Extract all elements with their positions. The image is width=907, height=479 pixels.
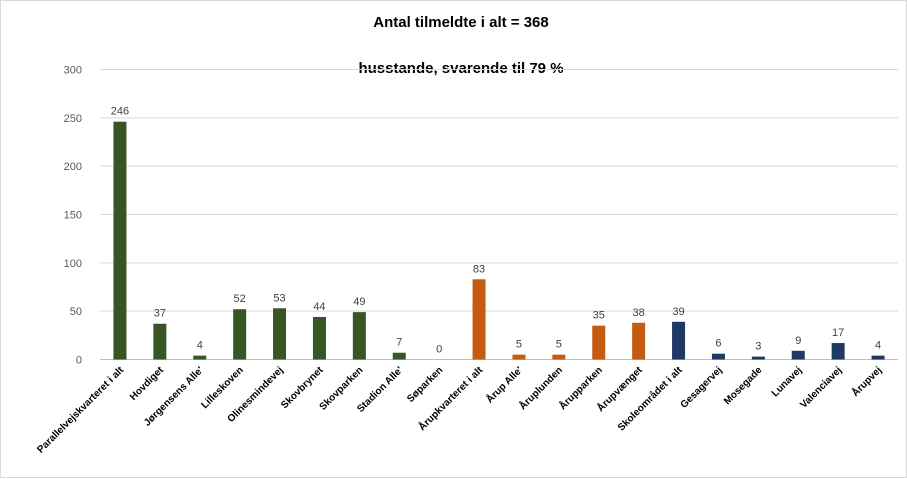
x-tick-label: Lunavej bbox=[770, 365, 805, 400]
bar bbox=[552, 354, 566, 360]
bar bbox=[672, 321, 686, 360]
x-tick-label: Årup Alle' bbox=[483, 363, 525, 405]
bar bbox=[871, 355, 885, 360]
y-tick-label: 150 bbox=[64, 210, 82, 222]
data-label: 246 bbox=[111, 106, 129, 118]
data-label: 44 bbox=[313, 301, 325, 313]
bar bbox=[273, 308, 287, 360]
bar bbox=[312, 316, 326, 360]
data-label: 39 bbox=[672, 306, 684, 318]
data-label: 3 bbox=[755, 341, 761, 353]
bar bbox=[392, 352, 406, 360]
bar bbox=[711, 353, 725, 360]
bar bbox=[632, 322, 646, 360]
bar bbox=[472, 279, 486, 360]
x-tick-label: Årupvej bbox=[849, 363, 885, 399]
x-tick-label: Årupkvarteret i alt bbox=[415, 363, 485, 433]
y-tick-label: 300 bbox=[64, 65, 82, 77]
data-label: 37 bbox=[154, 308, 166, 320]
y-tick-label: 50 bbox=[70, 306, 82, 318]
bar bbox=[352, 312, 366, 360]
y-tick-label: 0 bbox=[76, 355, 82, 367]
bar bbox=[193, 355, 207, 360]
y-axis-ticks: 0 50 100 150 200 250 300 bbox=[64, 65, 82, 367]
x-tick-label: Hovdiget bbox=[128, 364, 167, 403]
y-tick-label: 200 bbox=[64, 161, 82, 173]
bar bbox=[831, 343, 845, 360]
bar bbox=[791, 350, 805, 360]
data-label: 4 bbox=[197, 340, 203, 352]
data-label: 9 bbox=[795, 335, 801, 347]
chart-title: Antal tilmeldte i alt = 368 bbox=[373, 14, 548, 31]
gridlines bbox=[100, 69, 898, 360]
data-label: 35 bbox=[593, 310, 605, 322]
data-label: 38 bbox=[633, 307, 645, 319]
bar bbox=[153, 323, 167, 360]
y-tick-label: 100 bbox=[64, 258, 82, 270]
x-tick-label: Gesagervej bbox=[679, 365, 725, 411]
chart-subtitle: husstande, svarende til 79 % bbox=[358, 60, 563, 77]
data-label: 52 bbox=[234, 293, 246, 305]
bars bbox=[113, 121, 885, 360]
x-tick-label: Søparken bbox=[405, 365, 445, 405]
bar bbox=[233, 309, 247, 360]
data-label: 0 bbox=[436, 344, 442, 356]
bar bbox=[751, 356, 765, 360]
data-label: 6 bbox=[715, 338, 721, 350]
data-label: 53 bbox=[273, 292, 285, 304]
bar bbox=[592, 325, 606, 360]
data-label: 4 bbox=[875, 340, 881, 352]
data-label: 49 bbox=[353, 296, 365, 308]
bar bbox=[113, 121, 127, 360]
x-tick-label: Parallelvejskvarteret i alt bbox=[35, 364, 126, 455]
data-label: 5 bbox=[556, 339, 562, 351]
bar bbox=[512, 354, 526, 360]
x-tick-label: Mosegade bbox=[722, 365, 765, 408]
data-label: 17 bbox=[832, 327, 844, 339]
data-label: 7 bbox=[396, 337, 402, 349]
x-tick-label: Skoleområdet i alt bbox=[615, 364, 685, 434]
x-axis-labels: Parallelvejskvarteret i alt HovdigetJørge… bbox=[35, 363, 884, 456]
x-tick-label: Valenciavej bbox=[798, 365, 844, 411]
y-tick-label: 250 bbox=[64, 113, 82, 125]
data-label: 5 bbox=[516, 339, 522, 351]
data-label: 83 bbox=[473, 263, 485, 275]
